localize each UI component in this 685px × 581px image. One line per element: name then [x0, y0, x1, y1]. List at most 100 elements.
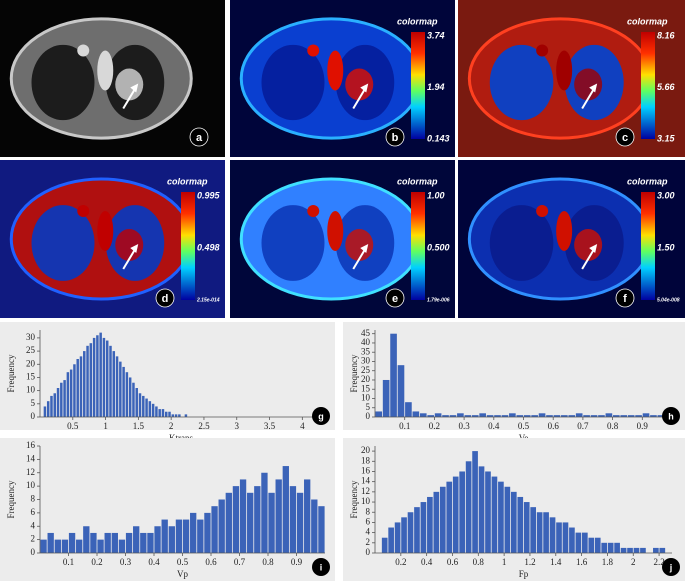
bar	[382, 379, 390, 417]
bar	[125, 532, 133, 553]
lung	[31, 205, 95, 281]
colorbar-label: 8.16	[657, 30, 676, 40]
bar	[485, 471, 491, 553]
x-tick-label: 1	[103, 421, 108, 431]
bar	[510, 491, 517, 553]
y-tick-label: 18	[361, 455, 371, 465]
bar	[40, 539, 47, 553]
x-axis-label: Vp	[177, 569, 188, 579]
y-tick-label: 14	[26, 453, 36, 463]
bar	[427, 496, 433, 553]
bar	[635, 415, 642, 417]
x-tick-label: 4	[300, 421, 305, 431]
bar	[109, 345, 112, 417]
y-tick-label: 12	[26, 467, 35, 477]
bar	[232, 486, 240, 553]
bar	[543, 512, 549, 553]
bar	[504, 486, 511, 553]
x-tick-label: 0.5	[518, 421, 530, 431]
y-tick-label: 16	[361, 466, 371, 476]
y-axis-label: Frequency	[349, 354, 359, 392]
bar	[165, 411, 168, 417]
y-tick-label: 10	[361, 496, 371, 506]
image-panel: f colormap 3.00 1.50 5.04e-008	[458, 160, 685, 318]
bar	[92, 337, 96, 417]
colorbar-title: colormap	[627, 176, 668, 186]
x-tick-label: 0.6	[548, 421, 560, 431]
panel-letter-bg	[189, 127, 209, 147]
bar	[627, 415, 635, 417]
bar	[289, 486, 297, 553]
bar	[155, 406, 158, 417]
panel-letter-bg	[662, 558, 680, 576]
panel-letter: c	[622, 132, 628, 144]
bar	[627, 547, 633, 553]
bar	[190, 512, 197, 553]
lung	[261, 205, 325, 281]
colorbar-label: 1.79e-006	[427, 297, 450, 303]
panel-letter-bg	[385, 288, 405, 308]
bar	[142, 395, 145, 417]
bar	[73, 364, 76, 417]
bar	[472, 451, 478, 553]
bar	[569, 527, 575, 553]
colorbar-title: colormap	[397, 16, 438, 26]
bar	[140, 532, 147, 553]
panel-letter: i	[320, 562, 323, 572]
bar	[239, 479, 247, 553]
panel-letter: a	[196, 132, 203, 144]
panel-letter: e	[392, 293, 398, 305]
image-panel: c colormap 8.16 5.66 3.15	[458, 0, 685, 157]
bar	[69, 369, 73, 417]
bar	[516, 415, 524, 417]
bar	[546, 415, 553, 417]
bar	[182, 519, 190, 553]
bar	[457, 413, 464, 417]
bar	[613, 415, 620, 417]
y-tick-label: 0	[366, 411, 371, 421]
bar	[46, 401, 50, 417]
bar	[562, 522, 569, 553]
bar	[318, 506, 325, 553]
x-tick-label: 0.5	[67, 421, 79, 431]
bar	[175, 519, 183, 553]
arrow	[581, 248, 596, 270]
x-tick-label: 0.7	[577, 421, 589, 431]
bar	[184, 414, 188, 417]
y-axis-label: Frequency	[349, 480, 359, 518]
x-tick-label: 2	[169, 421, 174, 431]
lesion	[115, 229, 144, 261]
lesion	[574, 68, 603, 101]
bar	[620, 415, 628, 417]
bar	[427, 415, 434, 417]
bar	[76, 539, 83, 553]
bar	[145, 398, 148, 417]
bar	[509, 413, 516, 417]
y-tick-label: 20	[26, 358, 36, 368]
x-tick-label: 0.3	[120, 557, 132, 567]
x-tick-label: 1.5	[133, 421, 145, 431]
panel-letter-bg	[615, 127, 635, 147]
colorbar-label: 3.15	[657, 133, 676, 143]
bar	[446, 481, 453, 553]
colorbar-label: 0.143	[427, 133, 450, 143]
colorbar-label: 1.94	[427, 82, 445, 92]
vessel	[77, 205, 90, 217]
bar	[76, 359, 79, 417]
y-tick-label: 10	[26, 480, 36, 490]
arrow	[122, 248, 137, 270]
bar	[54, 539, 61, 553]
x-tick-label: 3.5	[264, 421, 276, 431]
y-tick-label: 2	[31, 534, 36, 544]
image-panel: b colormap 3.74 1.94 0.143	[230, 0, 455, 157]
bar	[138, 393, 142, 417]
bar	[174, 414, 178, 417]
y-tick-label: 14	[361, 476, 371, 486]
y-tick-label: 4	[366, 527, 371, 537]
bar	[633, 547, 640, 553]
bar	[133, 526, 140, 553]
bar	[605, 413, 613, 417]
bar	[659, 547, 666, 553]
y-axis-label: Frequency	[6, 480, 16, 518]
panel-letter: j	[669, 562, 673, 572]
